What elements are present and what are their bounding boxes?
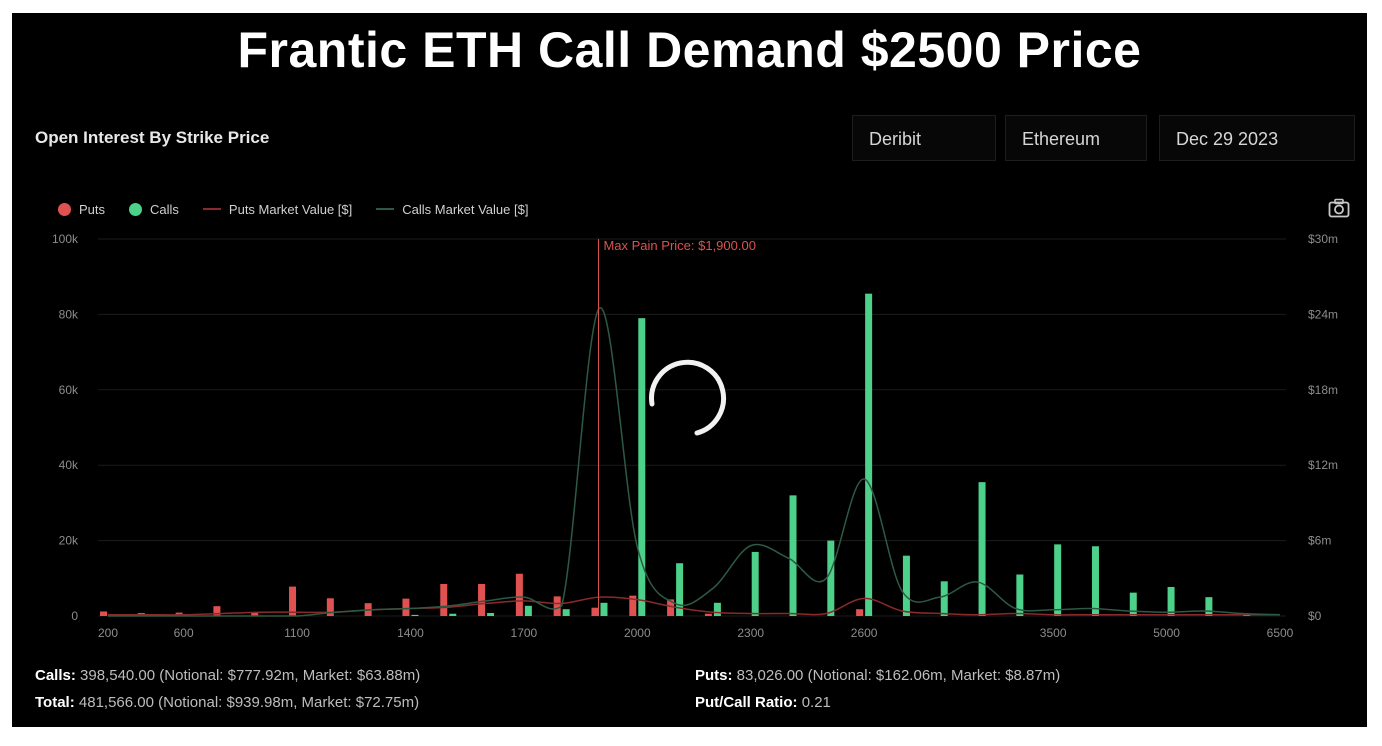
expiry-select[interactable]: Dec 29 2023 xyxy=(1159,115,1355,161)
exchange-select[interactable]: Deribit xyxy=(852,115,996,161)
puts-line-icon xyxy=(202,208,221,210)
call-bar xyxy=(827,540,835,616)
put-bar xyxy=(629,595,637,616)
legend-label-puts: Puts xyxy=(79,201,106,217)
y-left-tick-label: 80k xyxy=(59,307,79,321)
footer-puts-label: Puts: xyxy=(695,667,733,684)
chart-frame: Frantic ETH Call Demand $2500 Price Open… xyxy=(12,13,1367,727)
call-bar xyxy=(1167,586,1175,616)
calls-dot-icon xyxy=(129,202,143,216)
footer-puts-value: 83,026.00 (Notional: $162.06m, Market: $… xyxy=(736,667,1061,684)
call-bar xyxy=(1129,592,1137,616)
x-tick-label: 3500 xyxy=(1040,626,1067,640)
legend-item-calls-market-value[interactable]: Calls Market Value [$] xyxy=(376,202,528,217)
footer-total-label: Total: xyxy=(35,694,75,711)
y-left-tick-label: 0 xyxy=(71,609,78,623)
put-bar xyxy=(856,609,864,616)
footer-ratio-value: 0.21 xyxy=(801,694,831,711)
put-bar xyxy=(402,598,410,616)
legend-label-calls: Calls xyxy=(150,201,179,217)
x-tick-label: 200 xyxy=(98,626,118,640)
footer-ratio-label: Put/Call Ratio: xyxy=(695,694,798,711)
y-right-tick-label: $18m xyxy=(1308,383,1338,397)
x-tick-label: 1400 xyxy=(397,626,424,640)
call-bar xyxy=(562,609,570,616)
call-bar xyxy=(865,293,873,616)
y-left-tick-label: 40k xyxy=(59,458,79,472)
put-bar xyxy=(704,613,712,616)
headline: Frantic ETH Call Demand $2500 Price xyxy=(237,22,1142,78)
call-bar xyxy=(411,614,419,616)
call-bar xyxy=(713,602,721,616)
legend-item-calls[interactable]: Calls xyxy=(129,202,179,217)
x-tick-label: 1700 xyxy=(511,626,538,640)
x-tick-label: 2300 xyxy=(737,626,764,640)
calls-line-icon xyxy=(376,208,395,210)
call-bar xyxy=(487,612,495,616)
call-bar xyxy=(1205,597,1213,616)
puts-market-value-line xyxy=(107,596,1280,616)
put-bar xyxy=(667,599,675,616)
y-left-tick-label: 60k xyxy=(59,383,79,397)
put-bar xyxy=(326,598,334,616)
put-bar xyxy=(213,606,221,616)
put-bar xyxy=(553,596,561,616)
x-tick-label: 2600 xyxy=(851,626,878,640)
call-bar xyxy=(940,581,948,616)
put-bar xyxy=(591,607,599,616)
put-bar xyxy=(515,573,523,616)
put-bar xyxy=(289,586,297,616)
call-bar xyxy=(449,613,457,616)
footer-calls: Calls: 398,540.00 (Notional: $777.92m, M… xyxy=(35,667,420,684)
call-bar xyxy=(600,602,608,616)
put-bar xyxy=(478,583,486,616)
y-right-tick-label: $6m xyxy=(1308,534,1331,548)
open-interest-chart: 0 20k 40k 60k 80k 100k $0 $6m $12m $18m $24m $30m 20… xyxy=(52,232,1338,640)
y-right-tick-label: $30m xyxy=(1308,232,1338,246)
put-bar xyxy=(251,612,259,616)
legend-item-puts[interactable]: Puts xyxy=(58,202,105,217)
loading-spinner-icon xyxy=(649,359,726,436)
x-tick-label: 600 xyxy=(174,626,194,640)
footer-calls-value: 398,540.00 (Notional: $777.92m, Market: … xyxy=(80,667,421,684)
put-bar xyxy=(440,583,448,616)
max-pain-label: Max Pain Price: $1,900.00 xyxy=(603,238,755,253)
footer-calls-label: Calls: xyxy=(35,667,76,684)
footer-puts: Puts: 83,026.00 (Notional: $162.06m, Mar… xyxy=(695,667,1060,684)
y-left-tick-label: 100k xyxy=(52,232,79,246)
legend: Puts Calls Puts Market Value [$] Calls M… xyxy=(58,200,552,218)
puts-dot-icon xyxy=(58,202,71,216)
x-tick-label: 5000 xyxy=(1153,626,1180,640)
legend-label-calls-market-value: Calls Market Value [$] xyxy=(402,201,529,217)
y-right-tick-label: $24m xyxy=(1308,307,1338,321)
y-left-tick-label: 20k xyxy=(59,534,79,548)
footer-total: Total: 481,566.00 (Notional: $939.98m, M… xyxy=(35,694,419,711)
footer-total-value: 481,566.00 (Notional: $939.98m, Market: … xyxy=(78,694,420,711)
footer-ratio: Put/Call Ratio: 0.21 xyxy=(695,694,831,711)
panel-title: Open Interest By Strike Price xyxy=(35,128,270,147)
call-bar xyxy=(524,605,532,616)
call-bar xyxy=(638,318,646,616)
call-bar xyxy=(978,482,986,616)
call-bar xyxy=(902,555,910,616)
call-bar xyxy=(751,551,759,616)
x-tick-label: 2000 xyxy=(624,626,651,640)
call-bar xyxy=(1091,546,1099,616)
call-bar xyxy=(1016,574,1024,616)
camera-icon[interactable] xyxy=(1328,198,1350,218)
calls-market-value-line xyxy=(108,307,1281,617)
x-tick-label: 6500 xyxy=(1267,626,1294,640)
x-tick-label: 1100 xyxy=(284,626,310,640)
put-bar xyxy=(100,611,107,616)
y-right-tick-label: $0 xyxy=(1308,609,1322,623)
call-bar xyxy=(1054,544,1062,616)
y-right-tick-label: $12m xyxy=(1308,458,1338,472)
legend-item-puts-market-value[interactable]: Puts Market Value [$] xyxy=(202,201,353,217)
legend-label-puts-market-value: Puts Market Value [$] xyxy=(228,201,353,217)
call-bar xyxy=(789,495,797,616)
call-bar xyxy=(676,563,684,616)
asset-select[interactable]: Ethereum xyxy=(1005,115,1147,161)
